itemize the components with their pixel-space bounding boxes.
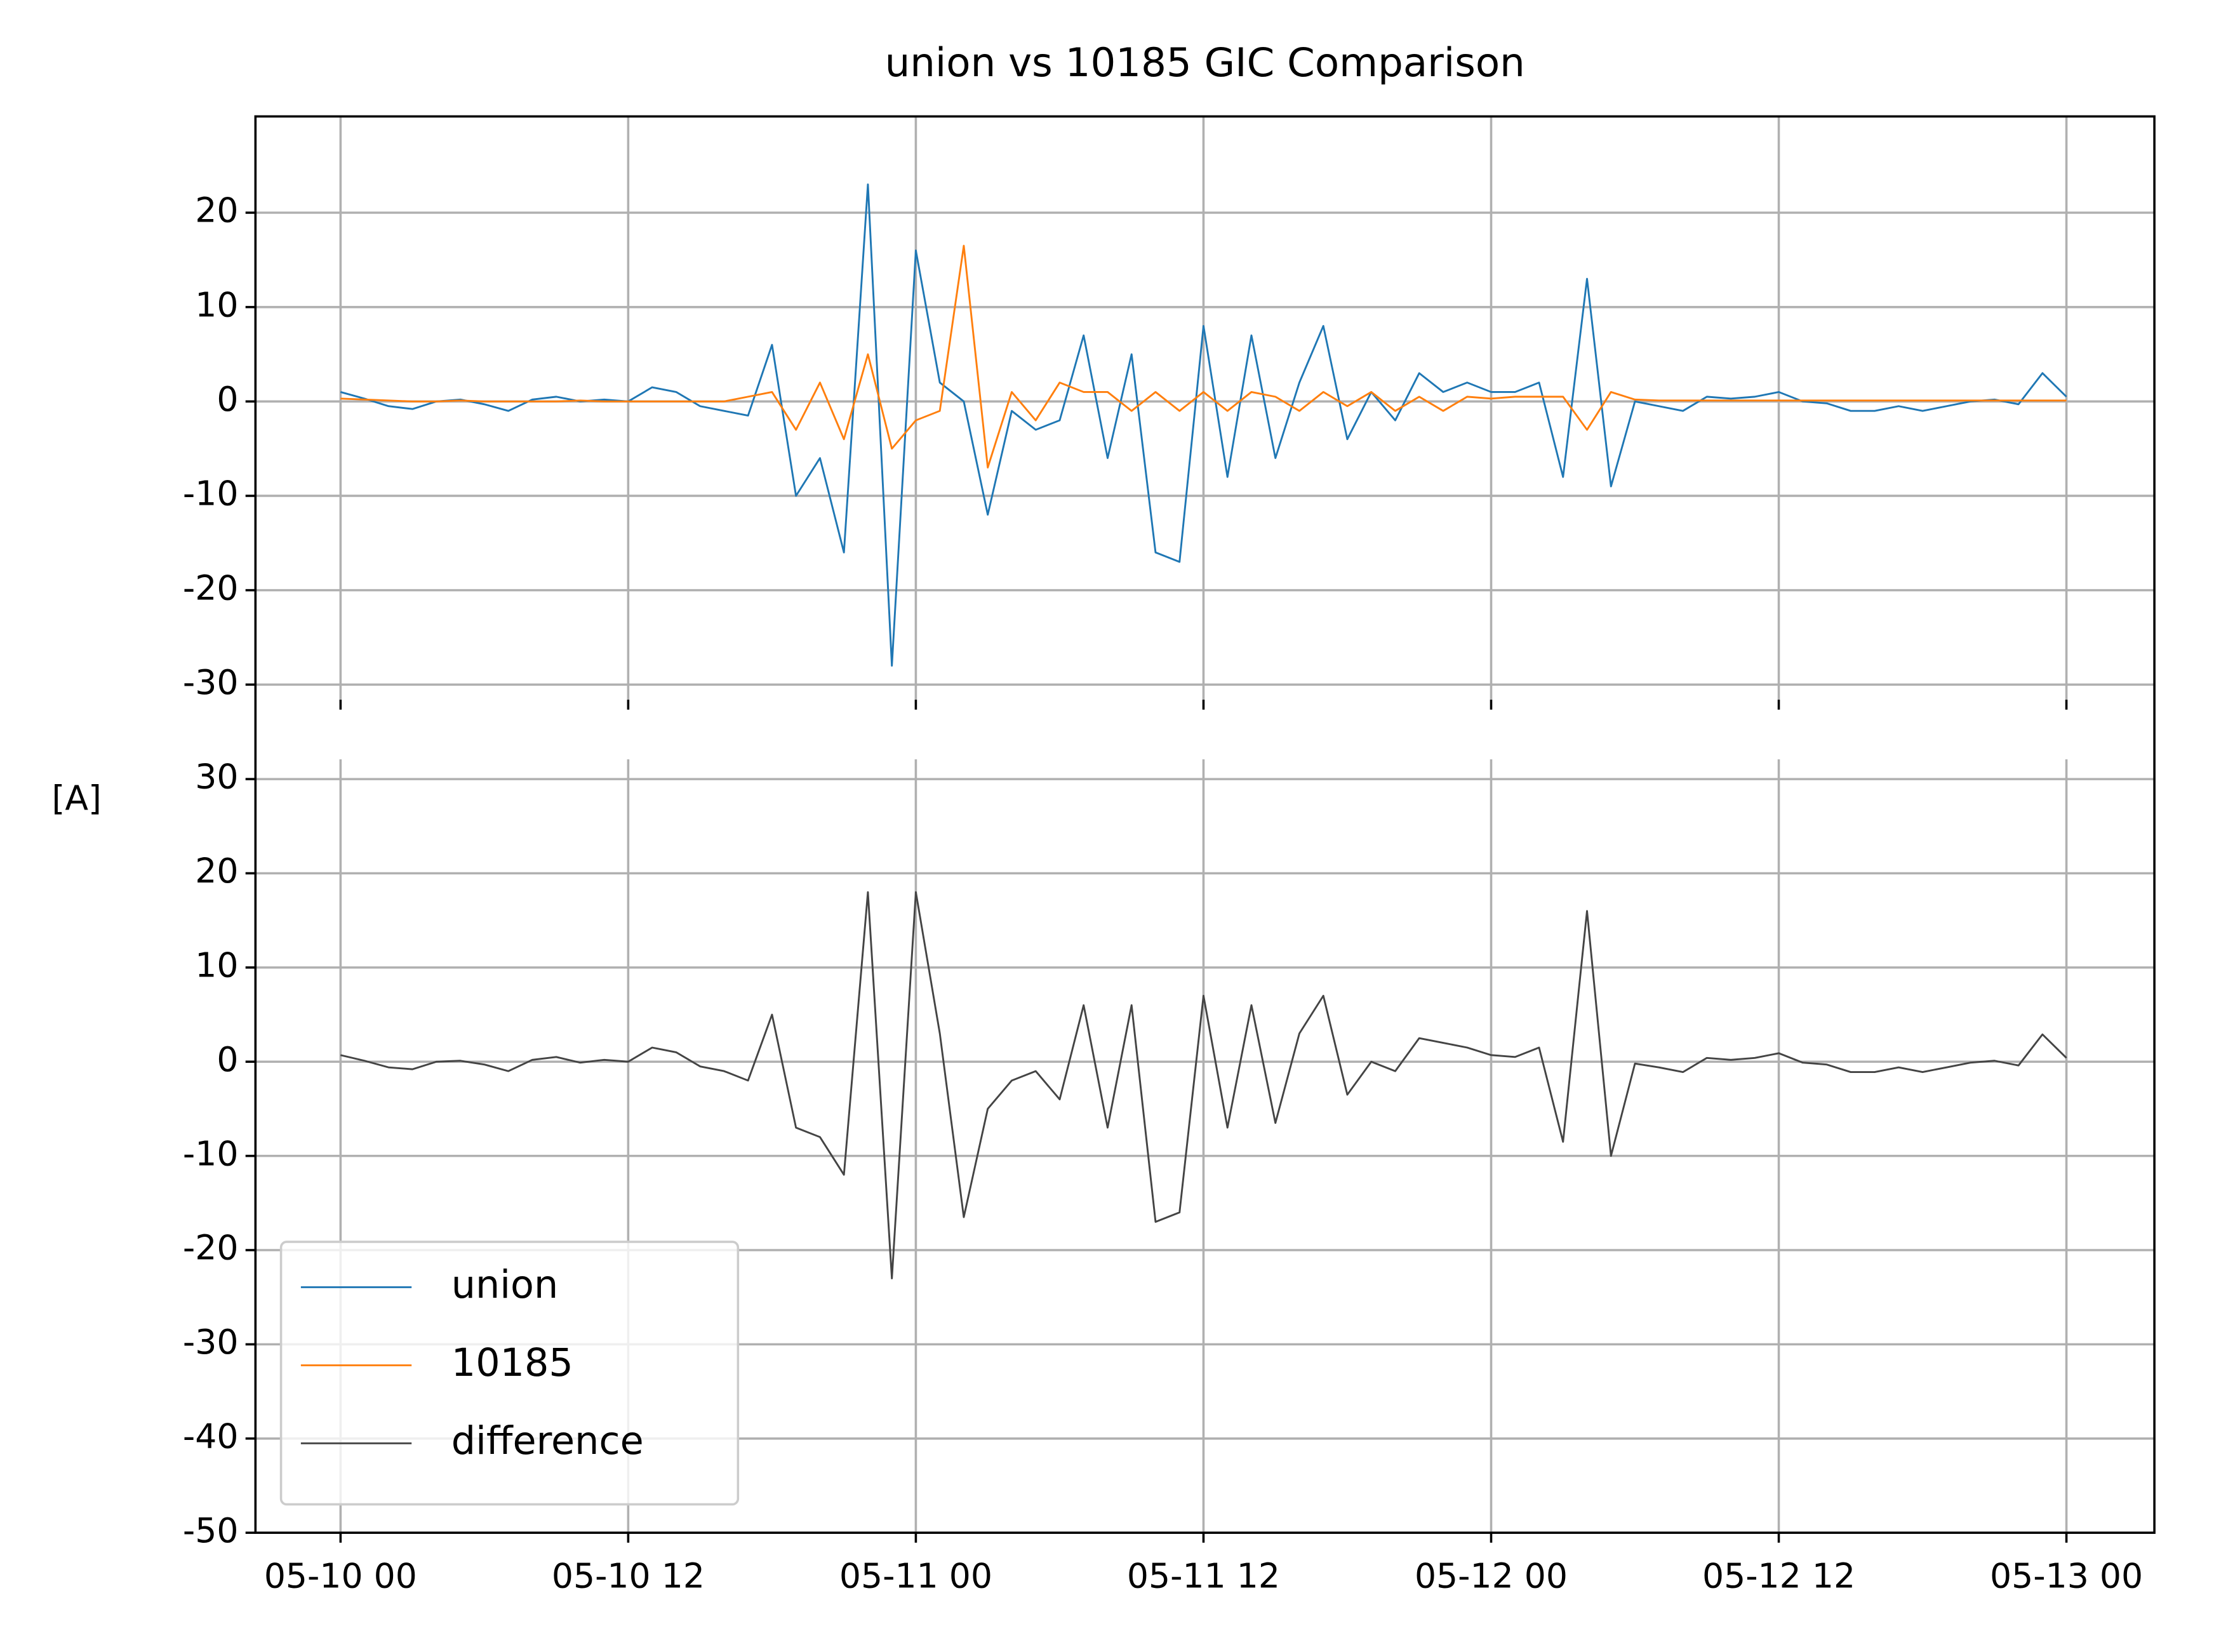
x-tick-label: 05-12 12: [1702, 1555, 1855, 1595]
y-tick-label: 0: [217, 379, 238, 419]
y-tick-label: 20: [195, 851, 238, 891]
series-line: [340, 891, 2067, 1279]
y-axis-label: [A]: [51, 778, 102, 818]
y-tick-label: 20: [195, 190, 238, 230]
y-tick-label: 10: [195, 945, 238, 985]
x-tick-label: 05-12 00: [1415, 1555, 1568, 1595]
x-tick-label: 05-10 12: [552, 1555, 705, 1595]
y-tick-label: -10: [183, 1133, 239, 1173]
chart-title: union vs 10185 GIC Comparison: [885, 39, 1525, 86]
x-tick-label: 05-11 12: [1127, 1555, 1280, 1595]
legend-box: [279, 1241, 740, 1506]
x-tick-label: 05-13 00: [1990, 1555, 2143, 1595]
series-line: [340, 244, 2067, 469]
y-tick-label: -30: [183, 1322, 239, 1362]
x-tick-label: 05-10 00: [264, 1555, 417, 1595]
y-tick-label: -30: [183, 662, 239, 702]
y-tick-label: -40: [183, 1416, 239, 1456]
y-tick-label: -20: [183, 568, 239, 608]
plot-frame: [254, 115, 2156, 1534]
y-tick-label: 0: [217, 1039, 238, 1079]
y-tick-label: -50: [183, 1510, 239, 1550]
y-tick-label: 10: [195, 284, 238, 324]
legend-label: difference: [451, 1419, 644, 1463]
y-tick-label: -20: [183, 1228, 239, 1268]
legend-label: union: [451, 1263, 558, 1307]
y-tick-label: -10: [183, 474, 239, 514]
legend-label: 10185: [451, 1341, 573, 1385]
x-tick-label: 05-11 00: [839, 1555, 992, 1595]
y-tick-label: 30: [195, 757, 238, 797]
